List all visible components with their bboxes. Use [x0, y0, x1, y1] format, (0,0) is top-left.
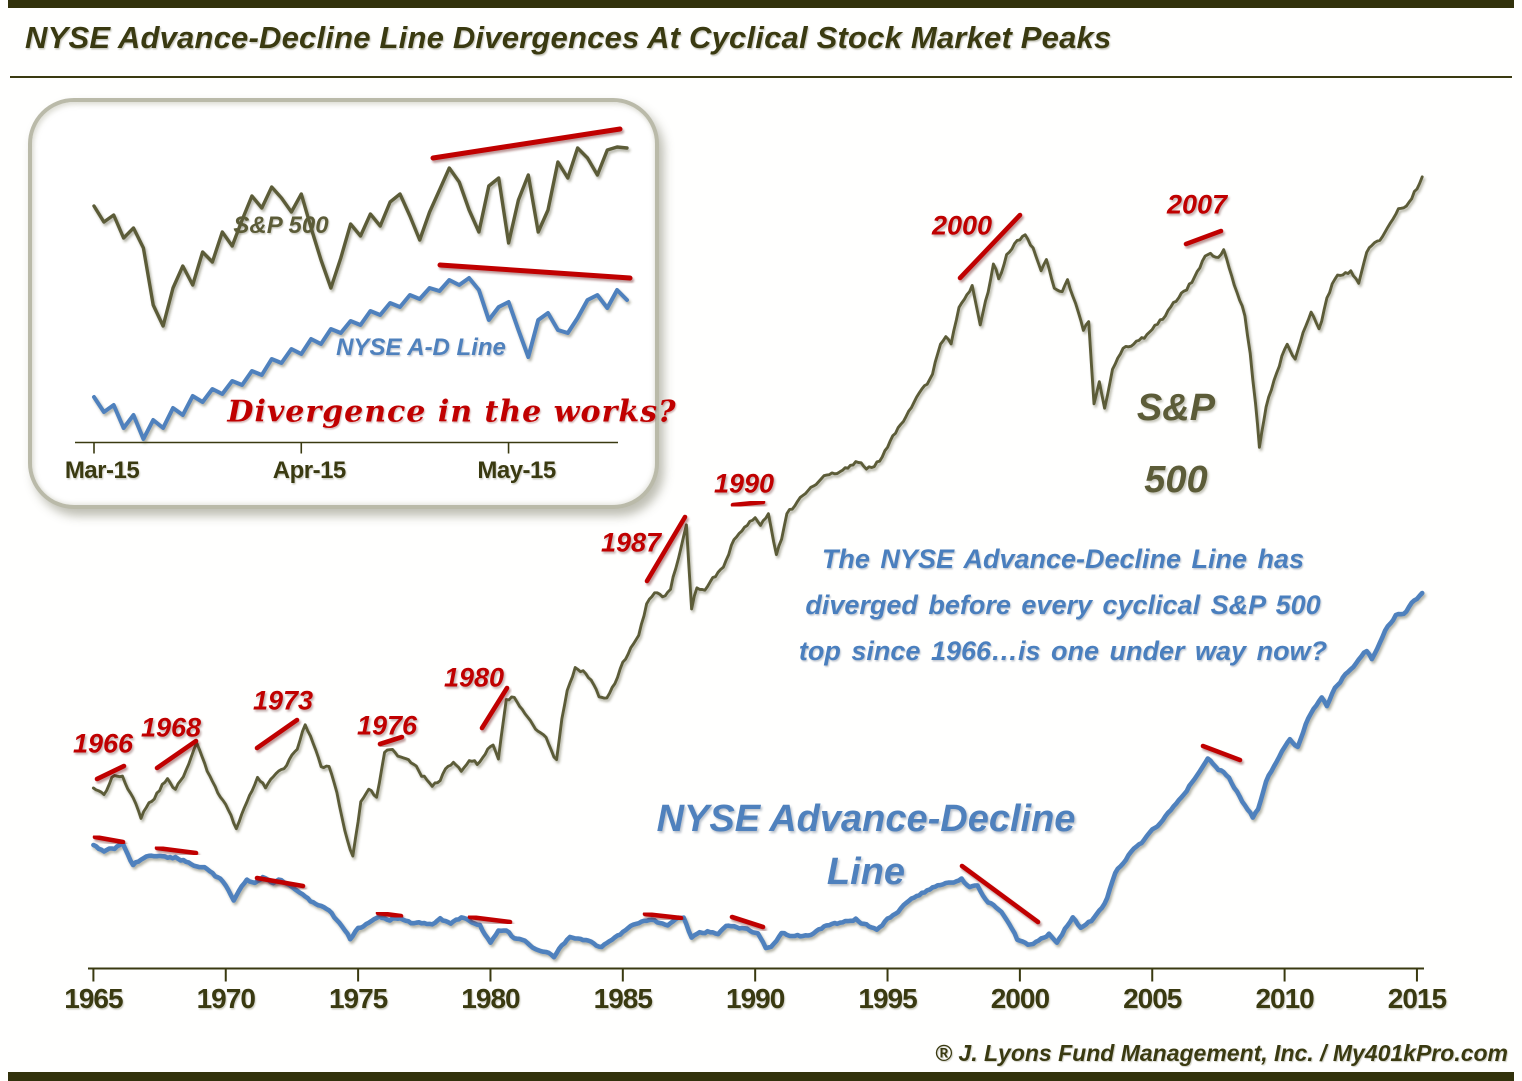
inset-tick-label-May-15: May-15	[477, 457, 556, 484]
ad-divergence-segment	[467, 914, 513, 925]
ad-line-series-label-line2: Line	[826, 851, 906, 893]
divergence-year-label-2007: 2007	[1166, 189, 1228, 220]
sp-divergence-segment	[94, 763, 127, 782]
ad-divergence-segment	[959, 863, 1041, 925]
inset-ad-line-label: NYSE A-D Line	[336, 334, 506, 361]
x-axis-tick-label-2015: 2015	[1387, 983, 1447, 1014]
divergence-year-label-1966: 1966	[72, 728, 134, 759]
divergence-year-label-1976: 1976	[356, 710, 418, 741]
sp-divergence-segment	[154, 738, 199, 771]
x-axis-tick-label-2000: 2000	[990, 983, 1050, 1014]
x-axis-tick-label-1975: 1975	[328, 983, 388, 1014]
ad-divergence-segment	[729, 914, 766, 930]
divergence-year-label-1968: 1968	[140, 712, 202, 743]
inset-ad-line-series	[92, 276, 629, 441]
inset-sp-trendline	[430, 126, 623, 161]
sp-divergence-segment	[377, 734, 405, 747]
divergence-note-line1: The NYSE Advance-Decline Line has	[821, 544, 1305, 574]
ad-divergence-segment	[1200, 743, 1243, 763]
divergence-year-label-1973: 1973	[252, 685, 314, 716]
sp500-series-label: S&P 500	[1137, 372, 1215, 516]
x-axis-tick-label-1980: 1980	[461, 983, 520, 1014]
divergence-note: The NYSE Advance-Decline Line has diverg…	[799, 536, 1327, 674]
x-axis-tick-label-1990: 1990	[726, 983, 785, 1014]
bottom-accent-bar	[8, 1072, 1514, 1081]
ad-line-series-label: NYSE Advance-Decline Line	[657, 793, 1076, 899]
sp500-series-label-line1: S&P	[1136, 387, 1216, 429]
sp500-series-label-line2: 500	[1144, 459, 1208, 501]
divergence-year-label-1990: 1990	[713, 468, 775, 499]
ad-line-series-label-line1: NYSE Advance-Decline	[656, 798, 1076, 840]
ad-divergence-segment	[154, 845, 199, 856]
x-axis-tick-label-1995: 1995	[858, 983, 917, 1014]
ad-divergence-segment	[92, 834, 126, 845]
ad-divergence-segment	[642, 911, 684, 921]
inset-tick-label-Mar-15: Mar-15	[64, 457, 140, 484]
sp-divergence-segment	[957, 212, 1023, 281]
top-accent-bar	[8, 0, 1514, 8]
divergence-year-label-1980: 1980	[443, 662, 505, 693]
sp500-series	[91, 175, 1424, 858]
inset-tick-label-Apr-15: Apr-15	[272, 457, 347, 484]
divergence-note-line2: diverged before every cyclical S&P 500	[805, 590, 1321, 620]
sp-divergence-segment	[644, 514, 688, 584]
x-axis-tick-label-2010: 2010	[1255, 983, 1314, 1014]
x-axis-tick-label-1965: 1965	[64, 983, 123, 1014]
page-title: NYSE Advance-Decline Line Divergences At…	[25, 20, 1112, 55]
sp-divergence-segment	[1183, 228, 1224, 247]
attribution: ® J. Lyons Fund Management, Inc. / My401…	[935, 1040, 1508, 1066]
divergence-note-line3: top since 1966…is one under way now?	[798, 636, 1328, 666]
divergence-year-label-1987: 1987	[600, 527, 662, 558]
x-axis-tick-label-2005: 2005	[1123, 983, 1182, 1014]
inset-divergence-question: Divergence in the works?	[227, 394, 677, 430]
sp-divergence-segment	[479, 685, 510, 731]
sp-divergence-segment	[254, 717, 300, 751]
inset-sp500-label: S&P 500	[233, 212, 329, 239]
ad-divergence-segment	[254, 875, 306, 889]
x-axis-tick-label-1970: 1970	[196, 983, 256, 1014]
inset-sp500-series	[92, 145, 629, 328]
inset-ad-trendline	[437, 262, 633, 281]
ad-line-series	[91, 590, 1425, 960]
sp-divergence-segment	[730, 499, 766, 508]
divergence-year-label-2000: 2000	[931, 210, 993, 241]
title-divider	[10, 76, 1512, 78]
ad-divergence-segment	[375, 910, 404, 919]
x-axis-tick-label-1985: 1985	[593, 983, 653, 1014]
inset-panel	[28, 98, 659, 509]
